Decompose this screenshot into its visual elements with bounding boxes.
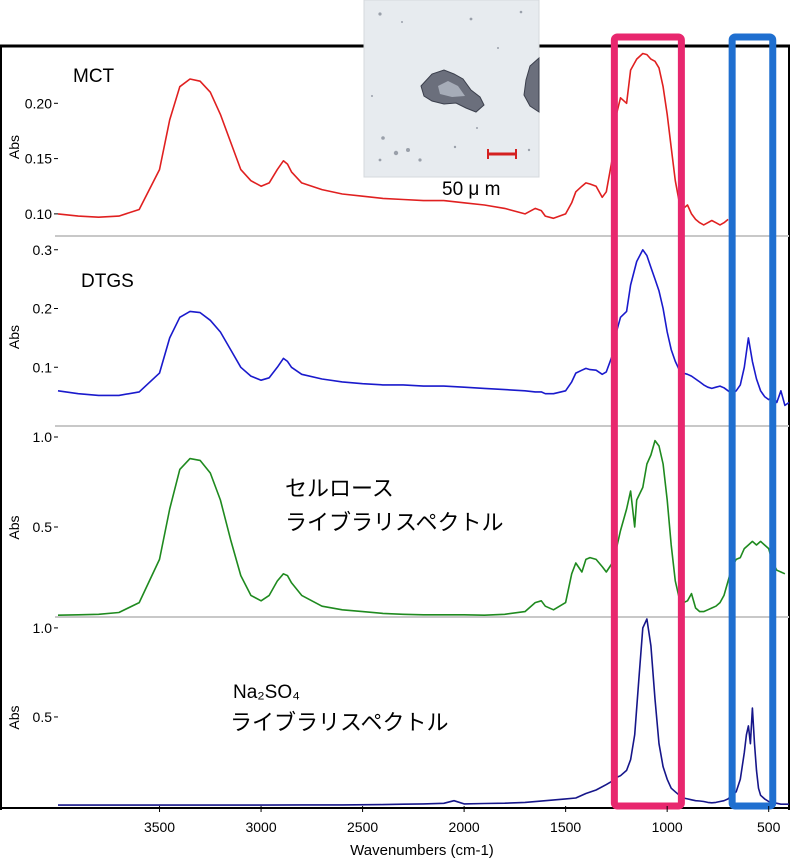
panel-label-na2so4-line2: ライブラリスペクトル [230, 711, 448, 736]
y-axis-label-dtgs: Abs [6, 325, 22, 349]
y-tick-label: 0.20 [25, 95, 52, 111]
spectrum-line-sodium-sulfate [58, 618, 789, 806]
micrograph-speckles [371, 10, 531, 162]
x-tick-label: 1000 [652, 819, 683, 835]
panel-label-mct: MCT [73, 66, 115, 87]
scale-bar-label: 50 μ m [442, 179, 500, 200]
spectrum-line-cellulose [57, 439, 786, 616]
y-tick-label: 0.1 [33, 359, 53, 375]
highlight-box-sulfate-band [610, 33, 685, 810]
panel-label-na2so4-line1: Na₂SO₄ [233, 682, 300, 703]
micrograph-inset [363, 0, 540, 178]
y-axis-label-sodium-sulfate: Abs [6, 705, 22, 729]
highlight-boxes [610, 33, 777, 810]
x-tick-label: 2500 [347, 819, 378, 835]
y-tick-label: 0.5 [33, 519, 53, 535]
y-tick-label: 0.2 [33, 301, 53, 317]
particle-edge [523, 56, 540, 113]
y-tick-label: 0.15 [25, 151, 52, 167]
y-tick-label: 0.10 [25, 206, 52, 222]
y-tick-label: 0.3 [33, 242, 53, 258]
x-tick-label: 1500 [550, 819, 581, 835]
x-tick-label: 500 [757, 819, 781, 835]
panel-label-dtgs: DTGS [81, 271, 134, 292]
y-tick-label: 0.5 [33, 709, 53, 725]
panel-label-cellulose-line2: ライブラリスペクトル [285, 511, 503, 536]
x-tick-label: 3500 [144, 819, 175, 835]
y-tick-label: 1.0 [33, 620, 53, 636]
x-axis: 3500 3000 2500 2000 1500 1000 500 [144, 806, 781, 835]
x-tick-label: 3000 [245, 819, 276, 835]
y-axis-label-cellulose: Abs [6, 515, 22, 539]
x-axis-label: Wavenumbers (cm-1) [350, 842, 494, 859]
x-tick-label: 2000 [449, 819, 480, 835]
highlight-box-sulfate-bend [728, 33, 777, 810]
y-tick-label: 1.0 [33, 429, 53, 445]
panel-separators [55, 235, 789, 618]
panel-label-cellulose-line1: セルロース [285, 477, 394, 502]
y-axis-label-mct: Abs [6, 135, 22, 159]
y-axes: Abs 0.10 0.15 0.20 Abs 0.1 0.2 0.3 Abs 0.5 1.0 Abs 0… [6, 95, 58, 730]
